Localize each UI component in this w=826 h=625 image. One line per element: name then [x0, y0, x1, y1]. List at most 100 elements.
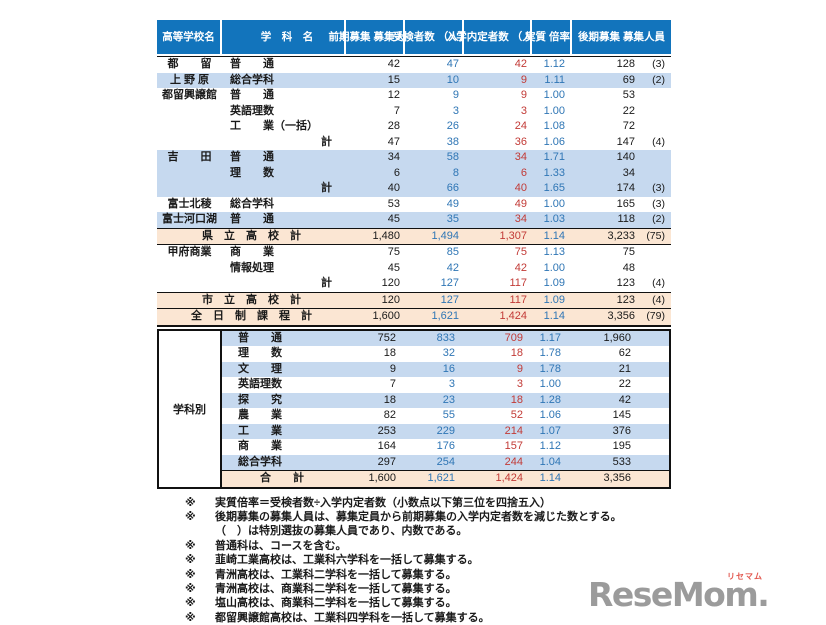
cell-kouki-capacity: 22	[568, 377, 635, 393]
cell-kouki-capacity: 118	[572, 212, 639, 228]
footnote: ※普通科は、コースを含む。	[157, 539, 671, 553]
cell-examinees: 47	[405, 57, 464, 73]
cell-aggregate-label: 全 日 制 課 程 計	[157, 309, 346, 325]
cell-kouki-capacity: 1,960	[568, 331, 635, 347]
cell-department: 総合学科	[222, 197, 346, 213]
cell-department: 総合学科	[222, 73, 346, 89]
department-block-label-cell: 学科別	[159, 331, 222, 487]
cell-zenki-capacity: 12	[346, 88, 405, 104]
cell-zenki-capacity: 164	[342, 439, 401, 455]
cell-ratio: 1.65	[532, 181, 572, 197]
cell-kouki-note: (4)	[639, 293, 671, 309]
footnote-marker: ※	[157, 539, 215, 553]
cell-department: 商 業	[222, 439, 342, 455]
cell-examinees: 26	[405, 119, 464, 135]
cell-accepted: 34	[464, 212, 532, 228]
cell-ratio: 1.06	[528, 408, 568, 424]
cell-zenki-capacity: 1,480	[346, 229, 405, 245]
cell-accepted: 157	[460, 439, 528, 455]
cell-department: 普 通	[222, 212, 346, 228]
cell-kouki-capacity: 147	[572, 135, 639, 151]
cell-zenki-capacity: 297	[342, 455, 401, 471]
resemom-logo: リセマム ReseMom.	[588, 571, 793, 617]
cell-ratio: 1.12	[532, 57, 572, 73]
cell-school-name: 吉 田	[157, 150, 222, 166]
cell-department: 文 理	[222, 362, 342, 378]
cell-zenki-capacity: 45	[346, 212, 405, 228]
cell-examinees: 1,621	[405, 309, 464, 325]
footnote-text: （ ）は特別選抜の募集人員であり、内数である。	[215, 524, 671, 538]
cell-ratio: 1.07	[528, 424, 568, 440]
cell-accepted: 34	[464, 150, 532, 166]
cell-ratio: 1.71	[532, 150, 572, 166]
cell-kouki-note	[639, 166, 671, 182]
cell-zenki-capacity: 47	[346, 135, 405, 151]
cell-examinees: 254	[401, 455, 460, 471]
footnote: ※実質倍率＝受検者数÷入学内定者数（小数点以下第三位を四捨五入）	[157, 496, 671, 510]
cell-ratio: 1.12	[528, 439, 568, 455]
cell-examinees: 16	[401, 362, 460, 378]
cell-ratio: 1.28	[528, 393, 568, 409]
cell-kouki-note	[639, 261, 671, 277]
cell-kouki-note: (79)	[639, 309, 671, 325]
header-school-name: 高等学校名	[157, 20, 222, 54]
cell-kouki-capacity: 69	[572, 73, 639, 89]
cell-accepted: 18	[460, 393, 528, 409]
footnote-marker: ※	[157, 596, 215, 610]
cell-department: 計	[222, 181, 346, 197]
cell-kouki-note	[639, 150, 671, 166]
cell-accepted: 709	[460, 331, 528, 347]
cell-school-name	[157, 166, 222, 182]
cell-ratio: 1.00	[532, 88, 572, 104]
cell-examinees: 10	[405, 73, 464, 89]
cell-kouki-capacity: 3,233	[572, 229, 639, 245]
footnote-marker	[157, 524, 215, 538]
cell-kouki-note	[639, 88, 671, 104]
cell-school-name: 上 野 原	[157, 73, 222, 89]
cell-accepted: 1,424	[460, 471, 528, 487]
cell-school-name: 都 留	[157, 57, 222, 73]
cell-examinees: 3	[405, 104, 464, 120]
cell-ratio: 1.78	[528, 362, 568, 378]
cell-ratio: 1.33	[532, 166, 572, 182]
cell-accepted: 3	[460, 377, 528, 393]
cell-school-name	[157, 135, 222, 151]
cell-zenki-capacity: 7	[346, 104, 405, 120]
cell-kouki-note	[639, 245, 671, 261]
cell-kouki-capacity: 195	[568, 439, 635, 455]
cell-ratio: 1.00	[532, 197, 572, 213]
department-block-label: 学科別	[173, 401, 206, 417]
footnote-marker: ※	[157, 568, 215, 582]
cell-accepted: 9	[464, 73, 532, 89]
cell-zenki-capacity: 34	[346, 150, 405, 166]
cell-ratio: 1.09	[532, 276, 572, 292]
cell-zenki-capacity: 1,600	[346, 309, 405, 325]
footnote-text: 後期募集の募集人員は、募集定員から前期募集の入学内定者数を減じた数とする。	[215, 510, 671, 524]
cell-zenki-capacity: 9	[342, 362, 401, 378]
cell-kouki-note: (2)	[639, 212, 671, 228]
cell-ratio: 1.08	[532, 119, 572, 135]
cell-department: 計	[222, 276, 346, 292]
footnote-marker: ※	[157, 496, 215, 510]
cell-accepted: 36	[464, 135, 532, 151]
cell-department: 普 通	[222, 88, 346, 104]
cell-kouki-capacity: 42	[568, 393, 635, 409]
cell-kouki-note	[639, 104, 671, 120]
cell-kouki-capacity: 48	[572, 261, 639, 277]
cell-school-name	[157, 261, 222, 277]
cell-kouki-note	[635, 408, 667, 424]
cell-kouki-capacity: 123	[572, 293, 639, 309]
cell-kouki-note	[635, 471, 667, 487]
cell-zenki-capacity: 53	[346, 197, 405, 213]
cell-kouki-note	[635, 455, 667, 471]
cell-zenki-capacity: 28	[346, 119, 405, 135]
